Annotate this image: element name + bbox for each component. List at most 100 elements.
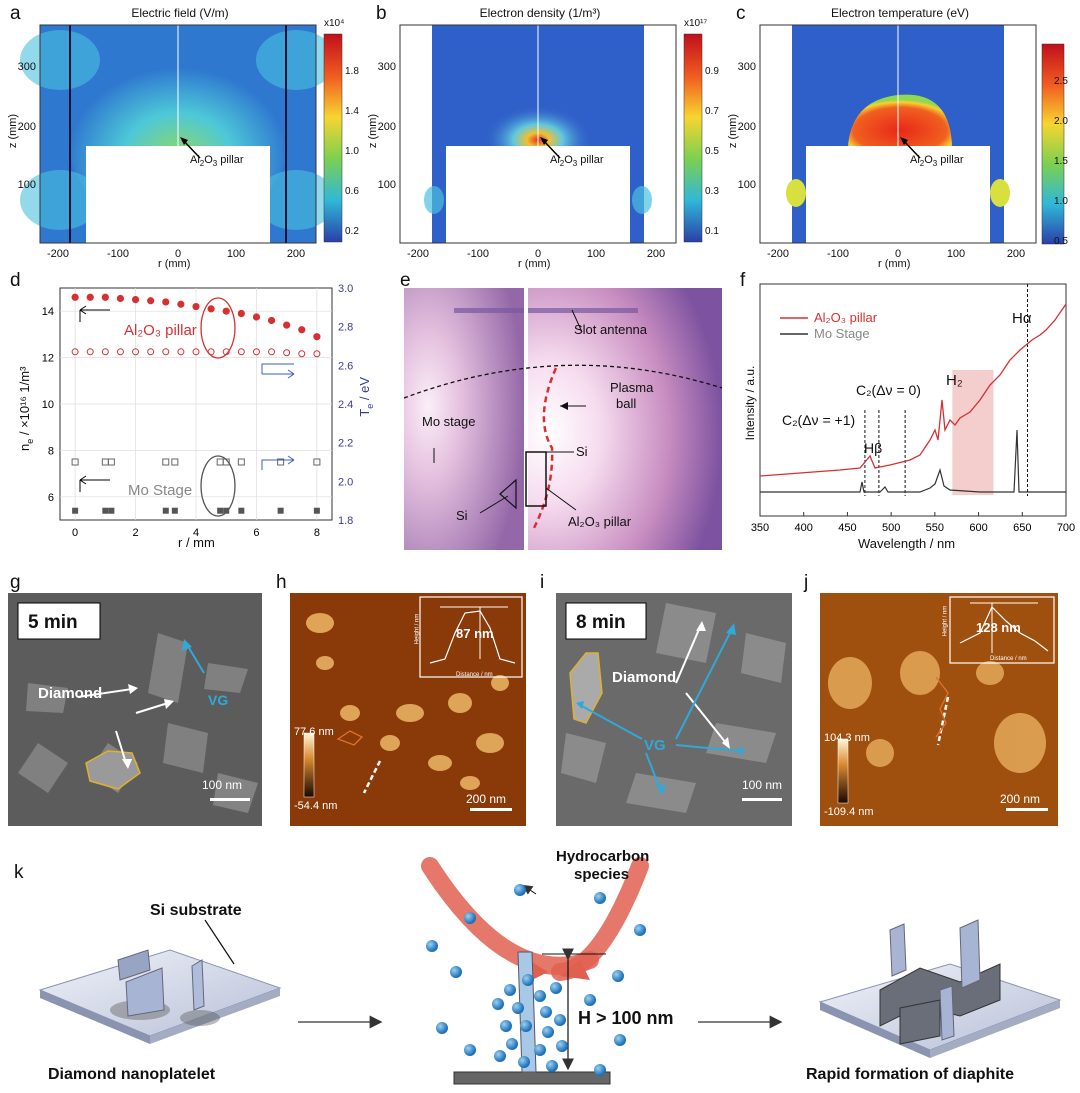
svg-text:-200: -200	[47, 248, 69, 260]
panel-e-label-mo: Mo stage	[422, 414, 476, 429]
panel-d-point-al-te	[101, 348, 109, 356]
panel-d-point-al-ne	[267, 316, 276, 325]
panel-k-species-ball	[436, 1022, 448, 1034]
panel-d-point-mo-ne	[313, 507, 320, 514]
panel-d-ytick-right: 2.8	[338, 322, 353, 334]
panel-i-time-label: 8 min	[576, 612, 626, 633]
panel-d-arrow-al-left	[79, 305, 110, 315]
panel-f-legend-mo: Mo Stage	[814, 326, 870, 341]
svg-text:-200: -200	[407, 248, 429, 260]
panel-e-photo	[404, 288, 722, 550]
panel-d-ytick-right: 1.8	[338, 515, 353, 527]
panel-k-species-ball	[634, 924, 646, 936]
panel-label-c: c	[736, 3, 746, 24]
panel-d-point-al-ne	[71, 293, 79, 301]
panel-d-point-al-te	[252, 348, 260, 356]
panel-k-species-ball	[534, 1044, 546, 1056]
panel-label-i: i	[540, 572, 545, 593]
panel-d-point-al-te	[298, 350, 306, 358]
svg-text:200: 200	[1007, 248, 1025, 260]
svg-text:100: 100	[378, 179, 396, 191]
panel-a-ylabel: z (mm)	[7, 113, 20, 149]
panel-g-time-label: 5 min	[28, 612, 78, 633]
panel-e-label-si1: Si	[576, 444, 588, 459]
panel-k-species-ball	[554, 1014, 566, 1026]
panel-d-ytick-left: 12	[42, 353, 54, 365]
panel-d-point-al-ne	[283, 321, 291, 329]
panel-k-species-ball	[426, 940, 438, 952]
panel-d-point-mo-ne	[223, 507, 230, 514]
panel-label-j: j	[804, 572, 809, 593]
panel-d-point-mo-te	[277, 458, 285, 466]
svg-text:0: 0	[535, 248, 541, 260]
panel-d-xtick: 2	[132, 527, 138, 539]
panel-d-ytick-right: 2.4	[338, 399, 353, 411]
panel-f-legend-al: Al₂O₃ pillar	[814, 310, 878, 325]
panel-d-xtick: 4	[193, 527, 199, 539]
panel-d-point-al-te	[162, 348, 170, 356]
svg-text:0: 0	[895, 248, 901, 260]
panel-k-species-ball	[612, 970, 624, 982]
panel-d-point-al-ne	[131, 296, 140, 304]
panel-k-height-label: H > 100 nm	[578, 1008, 674, 1028]
panel-a-xlabel: r (mm)	[158, 258, 191, 270]
panel-d-point-mo-ne	[217, 507, 224, 514]
svg-text:100: 100	[738, 179, 756, 191]
panel-f-c2b: C₂(Δν = +1)	[782, 412, 856, 428]
panel-j-scale-label: 200 nm	[1000, 792, 1041, 806]
panel-b-annotation: Al2O3 pillar	[550, 154, 604, 169]
panel-g-vg-label: VG	[208, 692, 229, 708]
panel-d-ytick-right: 3.0	[338, 283, 353, 295]
panel-f-xtick: 350	[751, 522, 769, 534]
panel-d-point-al-te	[268, 348, 276, 356]
panel-label-g: g	[10, 572, 21, 593]
panel-d-ytick-left: 10	[42, 399, 54, 411]
panel-i-diamond-label: Diamond	[612, 669, 677, 686]
panel-d-ytick-left: 8	[48, 445, 54, 457]
panel-k-species-ball	[512, 1002, 524, 1014]
panel-d-point-mo-te	[71, 458, 79, 466]
panel-d-xlabel: r / mm	[178, 535, 215, 550]
svg-text:-100: -100	[467, 248, 489, 260]
panel-f-xtick: 650	[1013, 522, 1031, 534]
panel-j-inset-xlabel: Distance / nm	[990, 656, 1027, 662]
panel-d-ytick-right: 2.6	[338, 360, 353, 372]
svg-text:-200: -200	[767, 248, 789, 260]
panel-k-species-ball	[556, 1040, 568, 1052]
panel-i-scale-label: 100 nm	[742, 778, 783, 792]
svg-text:300: 300	[378, 61, 396, 73]
svg-text:-100: -100	[107, 248, 129, 260]
panel-label-h: h	[276, 572, 287, 593]
panel-d-point-mo-te	[313, 458, 321, 466]
panel-f-xtick: 450	[838, 522, 856, 534]
panel-d-point-al-te	[116, 348, 124, 356]
panel-d-point-al-te	[237, 348, 245, 356]
panel-b-density-map: 300 200 100 -200 -100 0 100 200	[378, 24, 703, 260]
panel-a-title: Electric field (V/m)	[131, 6, 229, 20]
svg-text:100: 100	[18, 179, 36, 191]
panel-f-ylabel: Intensity / a.u.	[743, 365, 757, 441]
panel-f-xtick: 550	[926, 522, 944, 534]
panel-d-ellipse-al	[200, 297, 236, 359]
panel-k-species-ball	[546, 1060, 558, 1072]
panel-k-species-ball	[594, 892, 606, 904]
panel-h-inset-xlabel: Distance / nm	[456, 672, 493, 678]
panel-d-ylabel-left: ne / ×10¹⁶ 1/m³	[17, 366, 35, 452]
panel-b-title: Electron density (1/m³)	[479, 6, 601, 20]
svg-text:200: 200	[378, 121, 396, 133]
panel-a-scale: x10⁴	[324, 18, 345, 29]
svg-text:100: 100	[587, 248, 605, 260]
panel-g-sem-image	[8, 593, 262, 826]
panel-b-colorbar-ticks: 0.9 0.7 0.5 0.3 0.1	[705, 66, 719, 237]
panel-d-point-al-ne	[116, 294, 125, 303]
panel-a-colorbar-ticks: 1.8 1.4 1.0 0.6 0.2	[345, 66, 359, 237]
panel-k-species-ball	[504, 984, 516, 996]
panel-d-point-al-te	[71, 348, 79, 356]
svg-text:300: 300	[18, 61, 36, 73]
panel-k-species-ball	[540, 1006, 552, 1018]
panel-e-label-si2: Si	[456, 508, 468, 523]
panel-d-point-mo-ne	[162, 507, 169, 514]
panel-d-point-mo-te	[237, 458, 245, 466]
panel-f-h2: H₂	[946, 372, 963, 389]
panel-h-scale-label: 200 nm	[466, 792, 507, 806]
